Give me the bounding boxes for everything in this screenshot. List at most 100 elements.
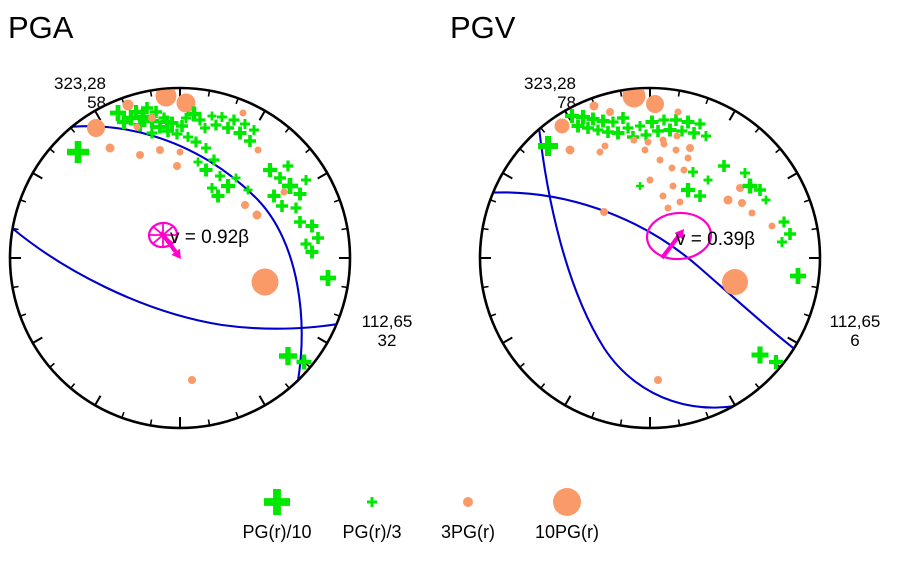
data-point-circle [736, 184, 744, 192]
data-point-cross [129, 105, 143, 119]
data-point-cross [611, 126, 625, 140]
pga-velocity-annotation: v = 0.92β [170, 227, 250, 248]
data-point-circle [156, 146, 164, 154]
data-point-cross [181, 113, 191, 123]
data-point-cross [602, 126, 614, 138]
data-point-cross [279, 347, 297, 365]
stereonet-ticks-pgv [480, 88, 820, 428]
data-point-cross [784, 228, 796, 240]
data-point-circle [673, 132, 681, 140]
data-point-cross [694, 190, 706, 202]
tick-mark [564, 395, 572, 406]
data-point-cross [228, 114, 240, 126]
data-point-cross [576, 110, 590, 124]
data-point-cross [718, 160, 730, 172]
data-point-circle [723, 195, 733, 205]
data-point-circle [672, 146, 680, 154]
stereonet-outer-circle-pga [8, 86, 352, 430]
data-point-cross [312, 232, 324, 244]
data-point-cross [300, 238, 312, 250]
data-point-circle [87, 119, 105, 137]
data-point-cross [294, 216, 306, 228]
data-point-cross [301, 175, 311, 185]
data-point-cross [571, 119, 585, 133]
data-point-cross [162, 125, 174, 137]
data-point-circle [133, 123, 141, 131]
tick-mark [728, 395, 736, 406]
data-point-cross [688, 167, 698, 177]
data-point-cross [133, 118, 147, 132]
data-point-cross [701, 131, 711, 141]
data-point-circle [669, 182, 677, 190]
data-point-cross [194, 114, 206, 126]
data-point-circle [122, 99, 134, 111]
data-point-cross [146, 127, 158, 139]
data-point-cross [640, 129, 652, 141]
data-point-cross [158, 112, 170, 124]
nodal-planes-pgv [483, 117, 819, 409]
data-point-cross [208, 154, 220, 166]
data-point-cross [320, 270, 336, 286]
legend-symbol-2 [408, 482, 528, 522]
tick-mark [502, 336, 513, 344]
data-point-cross [694, 118, 706, 130]
data-point-circle [664, 204, 672, 212]
data-point-cross [276, 200, 288, 212]
data-point-cross [761, 195, 771, 205]
data-point-cross [117, 115, 131, 129]
legend-circle-symbol [553, 488, 581, 516]
tick-mark [317, 336, 328, 344]
tick-mark [94, 395, 102, 406]
annotation-arrow-head [674, 229, 684, 240]
data-point-cross [263, 163, 277, 177]
data-point-cross [751, 346, 769, 364]
data-point-cross [635, 121, 645, 131]
data-point-circle [105, 143, 115, 153]
data-point-circle [659, 136, 667, 144]
nodal-plane-2 [536, 117, 761, 409]
tick-mark [258, 395, 266, 406]
data-point-cross [290, 202, 302, 214]
data-point-cross [754, 184, 766, 196]
data-point-circle [654, 376, 662, 384]
data-point-cross [67, 141, 89, 163]
data-point-cross [123, 110, 139, 126]
tick-mark [502, 172, 513, 180]
legend-cross-symbol [367, 497, 377, 507]
data-point-cross [141, 102, 153, 114]
data-point-cross [652, 125, 664, 137]
legend-item-2: 3PG(r) [408, 482, 528, 542]
data-point-cross [645, 115, 659, 129]
tick-mark [728, 110, 736, 121]
data-point-cross [586, 112, 600, 126]
data-point-cross [582, 122, 594, 134]
legend-symbol-0 [217, 482, 337, 522]
nodal-plane-1 [483, 191, 819, 367]
data-point-circle [239, 109, 247, 117]
data-point-cross [676, 125, 688, 137]
data-point-cross [592, 124, 604, 136]
data-point-circle [251, 268, 279, 296]
data-point-cross [231, 173, 241, 183]
data-point-cross [207, 183, 217, 193]
data-point-circle [176, 148, 184, 156]
velocity-annotation-pga [147, 221, 181, 259]
data-point-cross [740, 168, 750, 178]
data-point-circle [176, 93, 196, 113]
data-point-circle [280, 188, 288, 196]
data-point-cross [282, 178, 298, 194]
data-point-circle [641, 146, 649, 154]
data-point-cross [769, 355, 783, 369]
pga-right-line2: 32 [377, 331, 397, 350]
data-point-cross [565, 109, 579, 123]
data-point-cross [681, 115, 695, 129]
data-point-cross [211, 189, 225, 203]
data-point-circle [738, 199, 746, 207]
data-point-cross [670, 114, 682, 126]
data-point-cross [636, 182, 644, 190]
legend-cross-symbol [264, 489, 290, 515]
pga-right-line1: 112,65 [361, 312, 413, 331]
data-point-circle [254, 146, 262, 154]
data-point-cross [201, 143, 211, 153]
legend-label-3: 10PG(r) [534, 522, 599, 542]
